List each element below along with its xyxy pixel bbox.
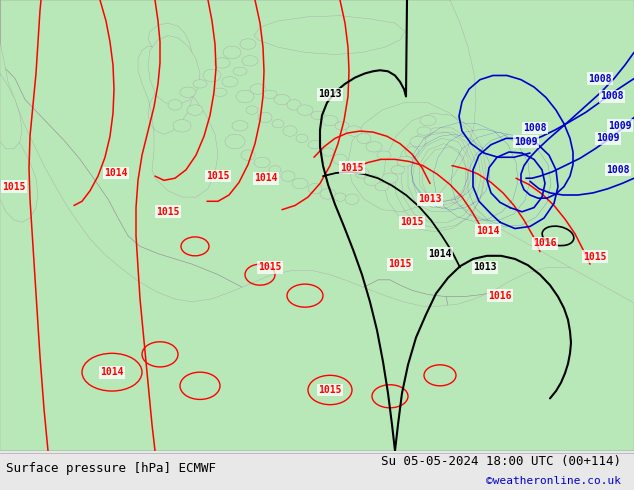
Text: 1009: 1009	[608, 121, 631, 131]
Text: 1009: 1009	[596, 133, 620, 144]
Ellipse shape	[274, 95, 290, 105]
Text: 1013: 1013	[418, 194, 442, 204]
Ellipse shape	[322, 148, 334, 156]
Ellipse shape	[242, 55, 258, 66]
Ellipse shape	[346, 161, 358, 170]
Ellipse shape	[240, 39, 256, 49]
Polygon shape	[348, 0, 634, 304]
Text: 1013: 1013	[318, 89, 342, 99]
Ellipse shape	[283, 126, 297, 136]
Text: 1008: 1008	[523, 123, 547, 133]
Ellipse shape	[292, 178, 308, 189]
Text: 1009: 1009	[514, 137, 538, 147]
Polygon shape	[254, 16, 405, 54]
Ellipse shape	[272, 120, 284, 128]
Ellipse shape	[222, 76, 238, 87]
Ellipse shape	[417, 127, 431, 135]
Text: 1016: 1016	[488, 291, 512, 301]
Ellipse shape	[308, 141, 322, 149]
Ellipse shape	[357, 133, 371, 144]
Ellipse shape	[311, 111, 325, 120]
Ellipse shape	[405, 147, 419, 157]
Polygon shape	[0, 0, 634, 301]
Text: 1016: 1016	[533, 238, 557, 248]
Ellipse shape	[410, 136, 426, 147]
Text: 1008: 1008	[606, 165, 630, 175]
Ellipse shape	[334, 193, 346, 201]
Text: 1014: 1014	[254, 173, 278, 183]
Polygon shape	[0, 115, 38, 222]
Ellipse shape	[355, 168, 369, 178]
Ellipse shape	[180, 87, 196, 98]
Ellipse shape	[366, 142, 382, 152]
Polygon shape	[148, 36, 200, 105]
Ellipse shape	[333, 154, 347, 165]
Polygon shape	[0, 74, 22, 149]
Ellipse shape	[168, 99, 182, 110]
Ellipse shape	[223, 46, 241, 59]
Ellipse shape	[250, 84, 266, 95]
Ellipse shape	[346, 126, 362, 136]
Text: 1015: 1015	[318, 385, 342, 395]
Text: 1015: 1015	[206, 171, 230, 181]
Text: 1015: 1015	[258, 262, 281, 272]
Text: Surface pressure [hPa] ECMWF: Surface pressure [hPa] ECMWF	[6, 462, 216, 475]
Text: 1015: 1015	[340, 163, 364, 173]
Ellipse shape	[263, 90, 277, 98]
Ellipse shape	[173, 120, 191, 132]
Text: 1015: 1015	[388, 259, 411, 269]
Polygon shape	[0, 0, 634, 451]
Text: 1015: 1015	[156, 207, 180, 217]
Ellipse shape	[241, 150, 255, 160]
Ellipse shape	[297, 105, 313, 115]
Polygon shape	[138, 23, 218, 197]
Ellipse shape	[214, 58, 230, 68]
Text: 1014: 1014	[100, 367, 124, 377]
Text: ©weatheronline.co.uk: ©weatheronline.co.uk	[486, 476, 621, 487]
Ellipse shape	[246, 106, 258, 114]
Ellipse shape	[375, 182, 389, 191]
Ellipse shape	[203, 69, 221, 82]
Ellipse shape	[397, 156, 413, 167]
Text: 1015: 1015	[3, 182, 26, 192]
Ellipse shape	[377, 151, 391, 159]
Text: 1008: 1008	[588, 74, 612, 84]
Text: 1014: 1014	[476, 225, 500, 236]
Text: Su 05-05-2024 18:00 UTC (00+114): Su 05-05-2024 18:00 UTC (00+114)	[381, 455, 621, 468]
Ellipse shape	[193, 80, 207, 88]
Ellipse shape	[296, 134, 308, 143]
Ellipse shape	[233, 67, 247, 75]
Ellipse shape	[232, 121, 248, 131]
Ellipse shape	[254, 157, 270, 168]
Ellipse shape	[258, 112, 272, 122]
Ellipse shape	[287, 99, 301, 110]
Ellipse shape	[308, 183, 322, 194]
Text: 1015: 1015	[400, 217, 424, 227]
Text: 1014: 1014	[104, 168, 127, 178]
Ellipse shape	[391, 166, 405, 174]
Text: 1015: 1015	[583, 252, 607, 262]
Ellipse shape	[382, 173, 398, 183]
Ellipse shape	[364, 175, 380, 186]
Text: 1014: 1014	[428, 249, 452, 259]
Ellipse shape	[420, 115, 436, 126]
Ellipse shape	[213, 88, 227, 97]
Ellipse shape	[225, 134, 245, 149]
Ellipse shape	[236, 90, 254, 103]
Polygon shape	[446, 276, 634, 451]
Ellipse shape	[335, 122, 349, 130]
Ellipse shape	[187, 105, 203, 115]
Ellipse shape	[320, 189, 336, 199]
Text: 1008: 1008	[600, 92, 624, 101]
Ellipse shape	[281, 171, 295, 181]
Polygon shape	[0, 0, 480, 451]
Ellipse shape	[345, 194, 359, 204]
Text: 1013: 1013	[473, 262, 497, 272]
Ellipse shape	[269, 166, 281, 174]
Ellipse shape	[322, 115, 338, 126]
